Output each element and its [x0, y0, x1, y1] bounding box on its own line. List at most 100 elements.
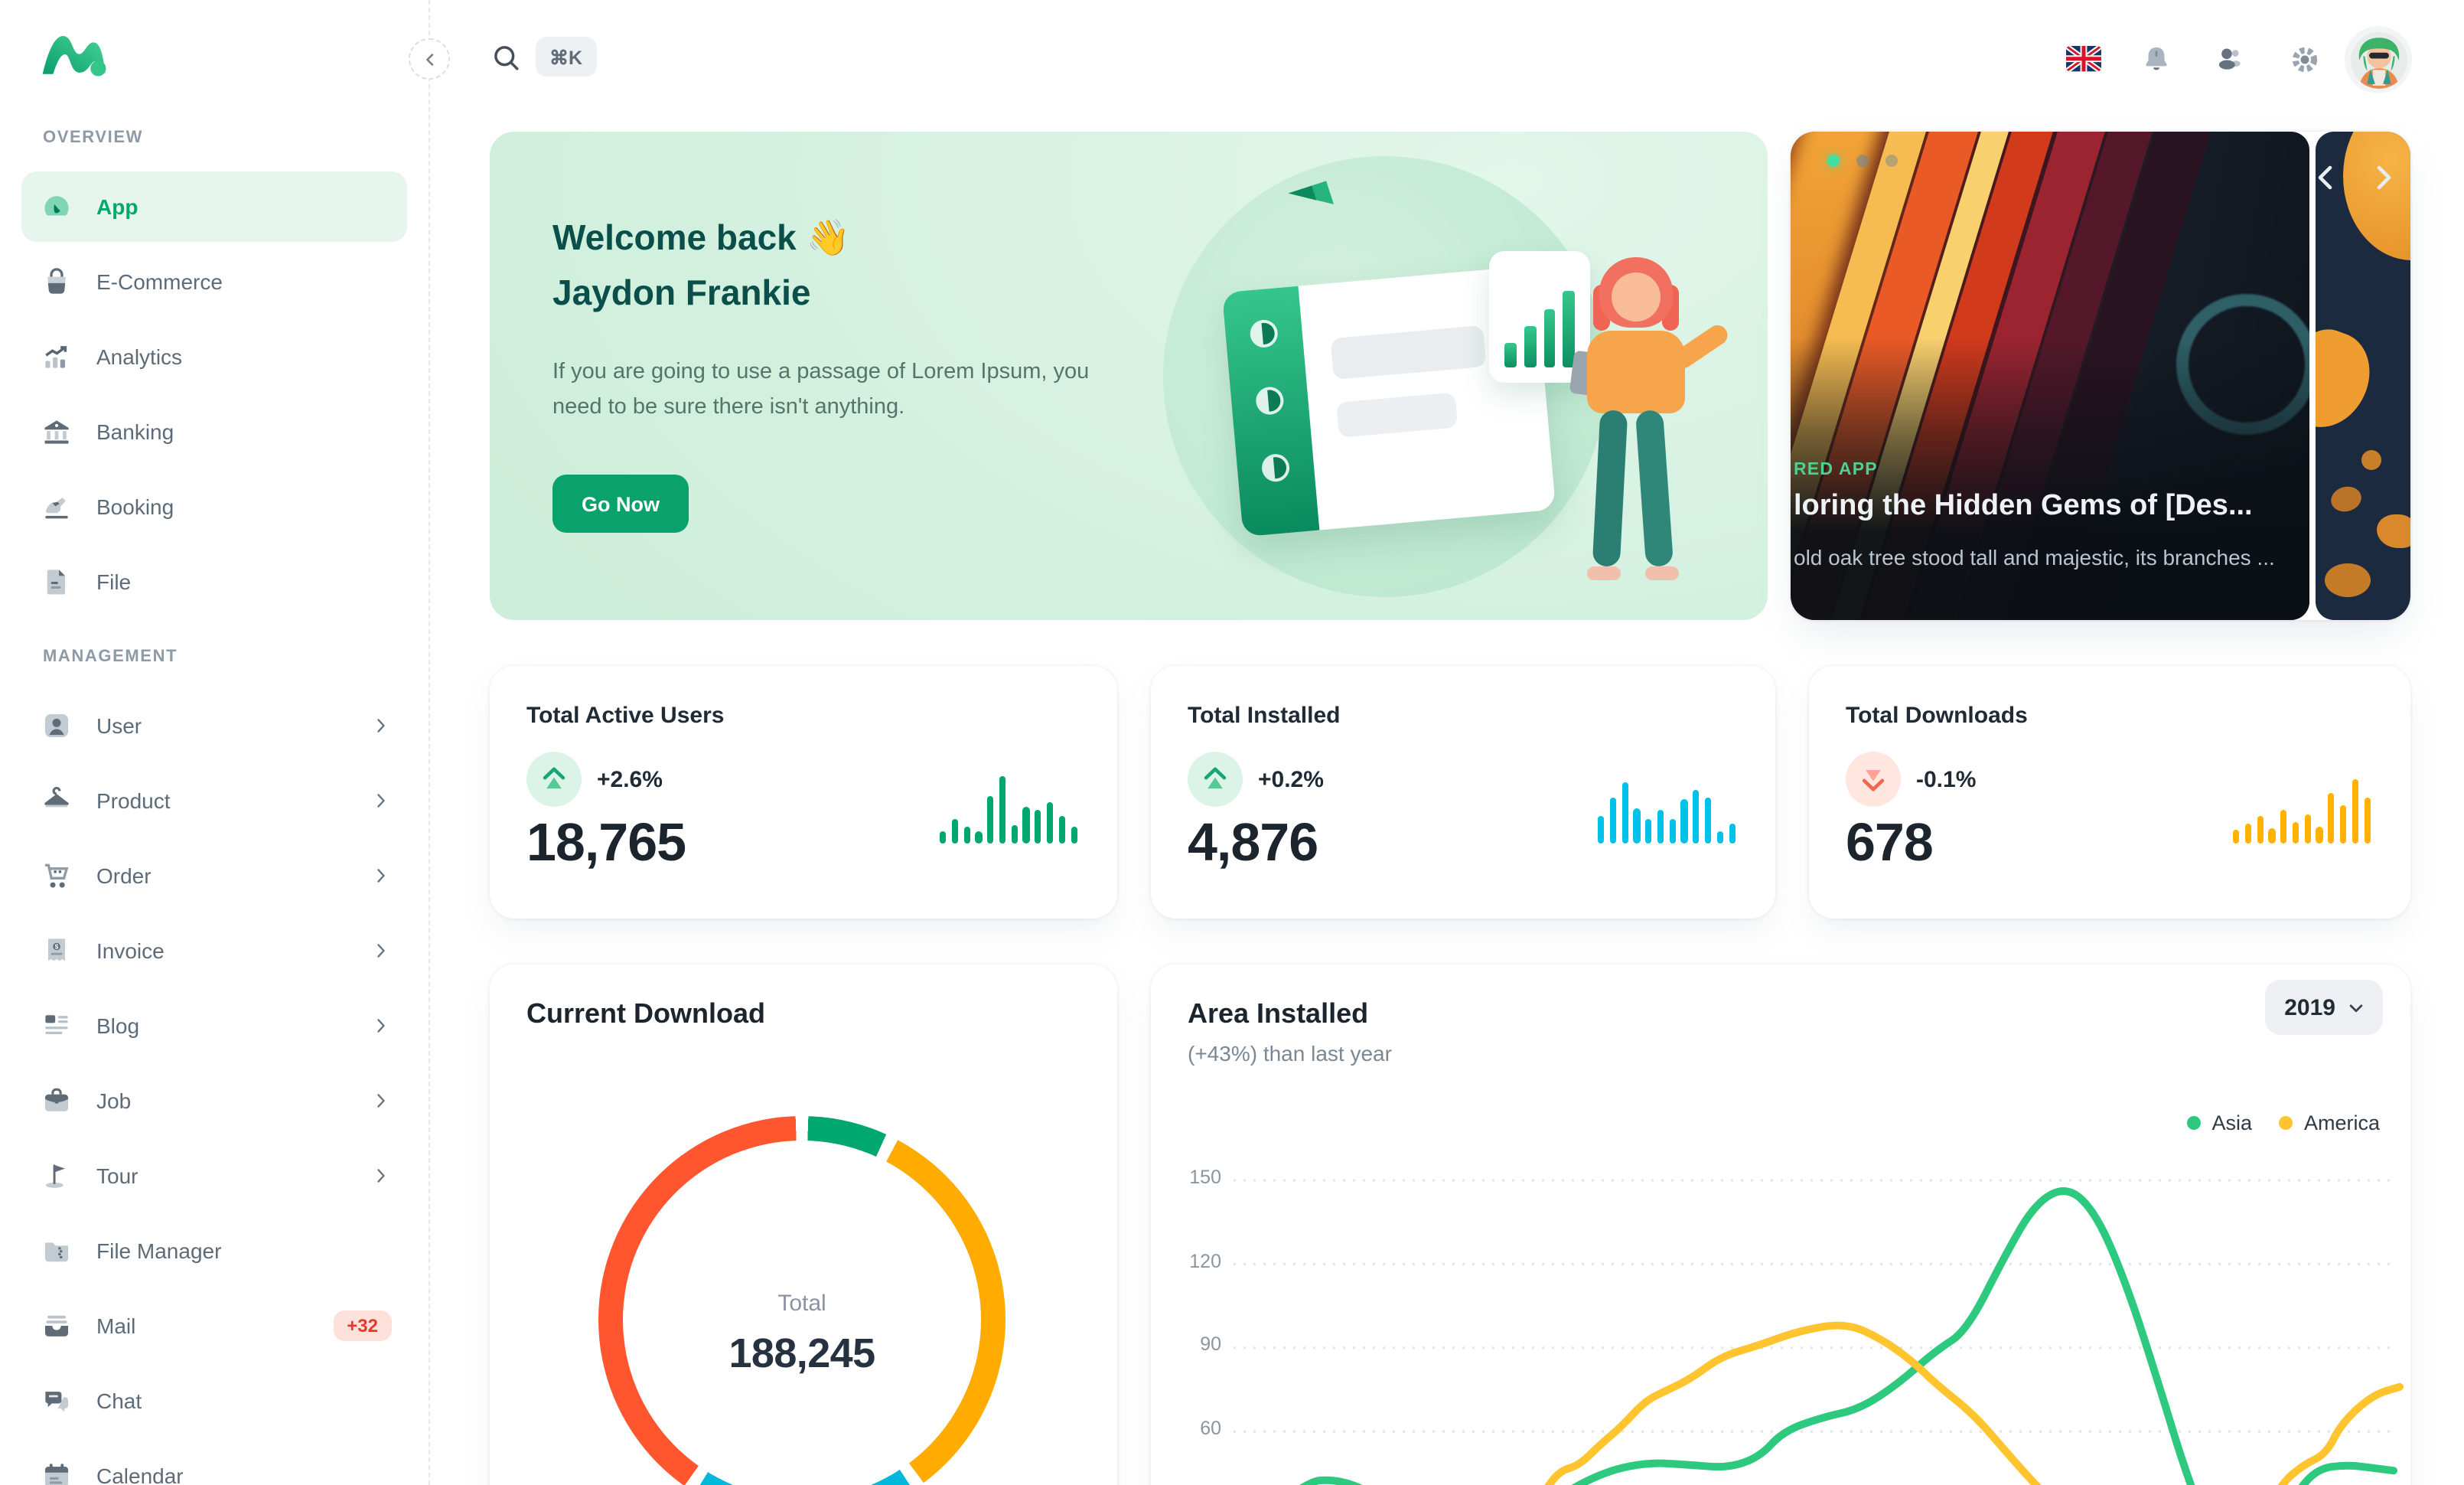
app-gauge-icon — [40, 190, 73, 224]
sidebar-item-calendar[interactable]: Calendar — [21, 1441, 407, 1485]
stat-value: 18,765 — [526, 813, 686, 873]
stat-value: 4,876 — [1188, 813, 1318, 873]
sidebar-item-job[interactable]: Job — [21, 1066, 407, 1136]
sidebar-item-label: Tour — [96, 1164, 139, 1188]
sidebar-item-booking[interactable]: Booking — [21, 472, 407, 542]
legend-item-america: America — [2279, 1111, 2380, 1134]
welcome-title-line1: Welcome back 👋 — [552, 217, 850, 257]
nav-section-label: MANAGEMENT — [43, 648, 178, 666]
carousel-slide-current — [1791, 132, 2309, 620]
area-installed-subtitle: (+43%) than last year — [1188, 1041, 1392, 1066]
sidebar-item-mail[interactable]: Mail +32 — [21, 1291, 407, 1361]
year-select[interactable]: 2019 — [2264, 980, 2383, 1035]
donut-total-label: Total — [777, 1290, 826, 1316]
sidebar-item-analytics[interactable]: Analytics — [21, 321, 407, 392]
donut-total-value: 188,245 — [728, 1330, 876, 1376]
chevron-right-icon — [370, 790, 392, 811]
mail-count-badge: +32 — [333, 1310, 392, 1341]
sidebar-collapse-button[interactable] — [409, 38, 450, 80]
stat-card-installed: Total Installed +0.2% 4,876 — [1151, 666, 1775, 919]
stat-title: Total Active Users — [526, 703, 725, 729]
flag-icon — [40, 1159, 73, 1193]
briefcase-icon — [40, 1084, 73, 1118]
welcome-body: If you are going to use a passage of Lor… — [552, 360, 1090, 419]
stat-delta: +0.2% — [1258, 767, 1324, 793]
chevron-down-icon — [2349, 1004, 2363, 1012]
sidebar-item-file-manager[interactable]: File Manager — [21, 1216, 407, 1286]
sidebar-item-blog[interactable]: Blog — [21, 991, 407, 1061]
area-installed-title: Area Installed — [1188, 998, 1369, 1029]
chevron-right-icon — [370, 1015, 392, 1036]
calendar-icon — [40, 1459, 73, 1485]
download-donut-chart — [598, 1116, 1005, 1485]
brand-logo[interactable] — [40, 28, 110, 86]
chevron-right-icon — [370, 940, 392, 961]
hanger-icon — [40, 784, 73, 818]
stat-delta: -0.1% — [1916, 767, 1977, 793]
featured-app-card[interactable]: RED APP loring the Hidden Gems of [Des..… — [1791, 132, 2410, 620]
featured-app-label: RED APP — [1794, 461, 1878, 479]
booking-icon — [40, 490, 73, 524]
sidebar-item-user[interactable]: User — [21, 690, 407, 761]
chat-icon — [40, 1384, 73, 1418]
donut-center-label: Total 188,245 — [598, 1116, 1005, 1485]
sidebar-item-banking[interactable]: Banking — [21, 397, 407, 467]
legend-label: Asia — [2211, 1111, 2252, 1134]
shopping-bag-icon — [40, 265, 73, 299]
sidebar-item-label: Order — [96, 863, 152, 888]
cart-icon — [40, 859, 73, 893]
featured-app-title[interactable]: loring the Hidden Gems of [Des... — [1794, 490, 2253, 522]
sidebar-item-order[interactable]: Order — [21, 840, 407, 911]
sidebar-item-product[interactable]: Product — [21, 765, 407, 836]
carousel-slide-next — [2316, 132, 2410, 620]
sidebar-nav: OVERVIEW App E-Commerce Analytics Banking Boo… — [0, 129, 429, 1485]
mini-bar-chart — [1598, 761, 1742, 844]
nav-section-label: OVERVIEW — [43, 129, 143, 147]
file-icon — [40, 565, 73, 599]
sidebar-item-app[interactable]: App — [21, 171, 407, 242]
sidebar-item-chat[interactable]: Chat — [21, 1366, 407, 1436]
legend-label: America — [2303, 1111, 2380, 1134]
stat-delta: +2.6% — [597, 767, 663, 793]
current-download-card: Current Download Total 188,245 — [490, 964, 1117, 1485]
legend-item-asia: Asia — [2187, 1111, 2252, 1134]
carousel-next-icon[interactable] — [2365, 159, 2401, 196]
featured-app-subtitle: old oak tree stood tall and majestic, it… — [1794, 545, 2275, 570]
go-now-button[interactable]: Go Now — [552, 475, 689, 533]
search-icon[interactable] — [490, 41, 523, 75]
contacts-icon[interactable] — [2213, 43, 2247, 77]
carousel-dots[interactable] — [1827, 155, 1898, 167]
y-axis-tick: 90 — [1200, 1333, 1221, 1355]
sidebar-item-label: Job — [96, 1088, 132, 1113]
search-shortcut-badge: ⌘K — [536, 37, 597, 77]
sidebar-item-label: File Manager — [96, 1239, 222, 1263]
sidebar-item-file[interactable]: File — [21, 547, 407, 617]
chevron-right-icon — [370, 865, 392, 886]
sidebar-item-label: User — [96, 713, 142, 738]
chevron-right-icon — [370, 715, 392, 736]
y-axis-tick: 120 — [1189, 1251, 1221, 1272]
sidebar-item-e-commerce[interactable]: E-Commerce — [21, 246, 407, 317]
stat-title: Total Downloads — [1846, 703, 2028, 729]
settings-gear-icon[interactable] — [2288, 43, 2322, 77]
y-axis-tick: 60 — [1200, 1418, 1221, 1439]
stat-card-downloads: Total Downloads -0.1% 678 — [1809, 666, 2410, 919]
area-installed-card: Area Installed (+43%) than last year 201… — [1151, 964, 2410, 1485]
language-flag-button[interactable] — [2066, 46, 2101, 72]
current-download-title: Current Download — [526, 998, 765, 1029]
invoice-icon: $ — [40, 934, 73, 968]
y-axis-tick: 150 — [1189, 1167, 1221, 1188]
sidebar-item-label: App — [96, 194, 139, 219]
carousel-prev-icon[interactable] — [2308, 159, 2345, 196]
sidebar-item-invoice[interactable]: $ Invoice — [21, 915, 407, 986]
trending-up-icon — [1188, 752, 1243, 807]
svg-text:$: $ — [55, 942, 59, 950]
sidebar-item-tour[interactable]: Tour — [21, 1141, 407, 1211]
folder-icon — [40, 1234, 73, 1268]
notifications-bell-icon[interactable] — [2140, 43, 2173, 77]
stat-title: Total Installed — [1188, 703, 1341, 729]
sidebar-item-label: Blog — [96, 1013, 140, 1038]
sidebar-item-label: Analytics — [96, 344, 183, 369]
user-avatar[interactable] — [2345, 26, 2412, 93]
legend-dot — [2187, 1116, 2202, 1130]
